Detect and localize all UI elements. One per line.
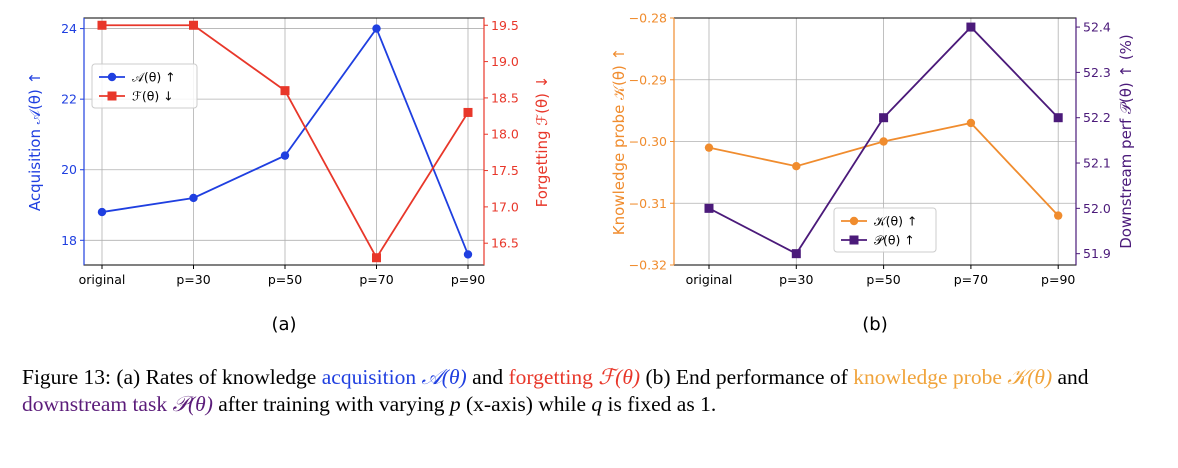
left-y-tick-label: −0.32 [629,258,667,273]
caption-text: Figure 13: (a) Rates of knowledge [22,365,322,389]
panel-label: (b) [862,314,887,335]
right-y-tick-label: 52.1 [1083,156,1111,171]
data-point-square [791,249,801,259]
left-axis-label: Acquisition 𝒜(θ) ↑ [26,72,44,211]
right-y-tick-label: 19.5 [491,18,519,33]
caption-text: after training with varying [212,392,450,416]
x-tick-label: p=30 [779,272,813,287]
data-point-square [372,253,381,263]
x-tick-label: p=50 [268,272,302,287]
data-point-square [704,203,714,213]
right-y-tick-label: 19.0 [491,54,519,69]
data-point-circle [879,137,888,146]
chart-panel-a: original p=30 p=50 p=70 p=90 18 20 22 24 16.5 17.0… [26,17,551,335]
x-tick-label: original [79,272,126,287]
x-tick-label: p=90 [451,272,485,287]
right-y-tick-label: 52.3 [1083,65,1111,80]
data-point-circle [966,118,976,128]
data-point-circle [704,143,714,152]
right-y-tick-label: 18.0 [491,127,519,142]
data-point-circle [792,162,801,171]
plot-frame [83,17,485,266]
legend-box [833,207,937,253]
chart-legend: 𝒦(θ) ↑ 𝒫(θ) ↑ [833,207,937,253]
data-point-square [879,113,889,123]
figure-13-charts: original p=30 p=50 p=70 p=90 18 20 22 24 16.5 17.0… [26,11,1135,336]
caption-knowledge-probe: knowledge probe [853,365,1002,389]
caption-acquisition-symbol: 𝒜(θ) [421,365,467,389]
legend-label: 𝒫(θ) ↑ [874,233,915,248]
chart-legend: 𝒜(θ) ↑ ℱ(θ) ↓ [91,63,198,109]
right-y-tick-label: 52.4 [1083,20,1111,35]
right-y-tick-label: 52.2 [1083,110,1111,125]
left-y-tick-label: −0.28 [629,11,667,26]
data-point-circle [189,193,198,203]
caption-forgetting: forgetting [508,365,593,389]
right-y-tick-label: 17.5 [491,163,519,178]
left-y-tick-label: 18 [61,233,77,248]
data-point-circle [97,207,107,217]
x-tick-label: p=30 [176,272,210,287]
right-y-tick-label: 16.5 [491,236,519,251]
caption-downstream-symbol: 𝒫(θ) [172,392,213,416]
x-tick-label: p=70 [359,272,393,287]
right-axis-label: Downstream perf 𝒫(θ) ↑ (%) [1117,34,1135,249]
legend-marker-square [849,235,859,245]
right-y-tick-label: 51.9 [1083,246,1111,261]
left-y-tick-label: −0.29 [629,72,667,87]
left-y-tick-label: −0.31 [629,196,667,211]
caption-text: and [1052,365,1089,389]
data-point-square [1053,113,1063,123]
right-y-tick-label: 52.0 [1083,201,1111,216]
caption-text: is fixed as 1. [602,392,717,416]
legend-box [91,63,198,109]
right-y-tick-label: 17.0 [491,199,519,214]
left-y-tick-label: −0.30 [629,134,667,149]
data-point-square [97,20,107,30]
panel-label: (a) [271,314,296,335]
legend-label: 𝒜(θ) ↑ [132,70,176,85]
right-axis-label: Forgetting ℱ(θ) ↓ [533,76,551,208]
data-point-square [189,20,198,30]
caption-forgetting-symbol: ℱ(θ) [598,365,641,389]
legend-marker-circle [107,72,117,82]
left-y-tick-label: 20 [61,162,77,177]
data-point-square [463,107,473,117]
legend-marker-square [107,91,117,101]
data-point-square [280,86,290,96]
caption-text: and [466,365,509,389]
x-tick-label: p=50 [866,272,900,287]
x-tick-label: p=70 [954,272,988,287]
caption-text: (x-axis) while [460,392,592,416]
legend-label: ℱ(θ) ↓ [132,89,174,104]
data-point-circle [280,151,290,160]
chart-panel-b: original p=30 p=50 p=70 p=90 −0.32 −0.31 −0.30 −… [610,11,1135,336]
x-tick-label: original [686,272,733,287]
right-y-tick-label: 18.5 [491,90,519,105]
caption-knowledge-symbol: 𝒦(θ) [1007,365,1053,389]
caption-variable-p: p [449,392,461,416]
caption-variable-q: q [591,392,603,416]
data-point-circle [1054,211,1063,220]
figure-caption: Figure 13: (a) Rates of knowledge acquis… [22,364,1162,418]
data-point-square [966,22,976,32]
x-tick-label: p=90 [1041,272,1075,287]
legend-label: 𝒦(θ) ↑ [874,214,917,229]
left-axis-label: Knowledge probe 𝒦(θ) ↑ [610,48,628,235]
legend-marker-circle [849,216,859,226]
caption-text: (b) End performance of [640,365,854,389]
caption-acquisition: acquisition [321,365,417,389]
data-point-circle [463,250,473,259]
data-point-circle [372,24,381,33]
caption-downstream-task: downstream task [22,392,168,416]
left-y-tick-label: 24 [61,21,77,36]
left-y-tick-label: 22 [61,92,77,107]
